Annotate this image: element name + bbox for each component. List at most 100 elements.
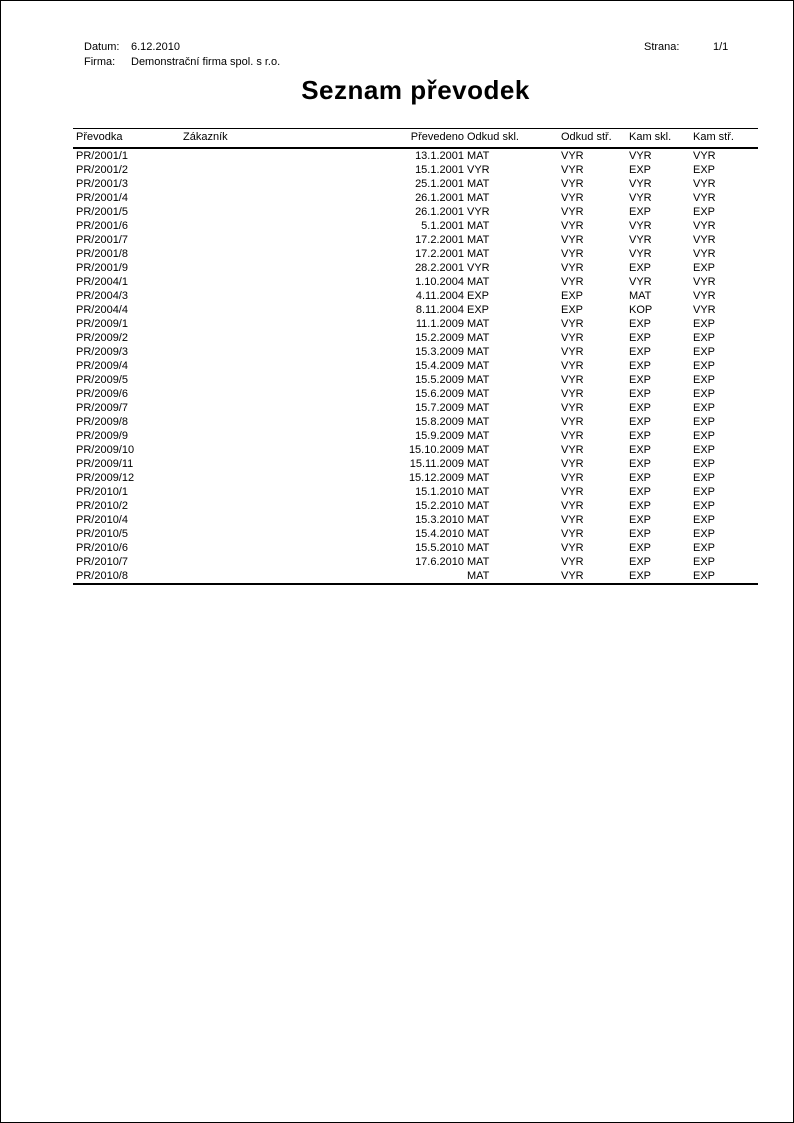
cell-prevodka: PR/2001/2 xyxy=(76,164,128,176)
cell-kam-skl: EXP xyxy=(629,514,652,526)
table-row: PR/2009/1 11.1.2009 MAT VYR EXP EXP xyxy=(73,317,758,331)
cell-prevodka: PR/2010/8 xyxy=(73,569,183,585)
cell-prevedeno xyxy=(406,569,464,585)
datum-value: 6.12.2010 xyxy=(131,41,180,53)
cell-prevedeno: 17.2.2001 xyxy=(415,234,464,246)
cell-prevodka: PR/2009/7 xyxy=(76,402,128,414)
cell-kam-str: VYR xyxy=(693,276,716,288)
cell-kam-skl: VYR xyxy=(629,150,652,162)
cell-kam-str: EXP xyxy=(693,346,716,358)
cell-kam-skl: EXP xyxy=(629,416,652,428)
table-header-row: Převodka Zákazník Převedeno Odkud skl. O… xyxy=(73,128,758,149)
cell-prevedeno: 5.1.2001 xyxy=(421,220,464,232)
cell-zakaznik xyxy=(183,569,406,585)
table-row: PR/2010/4 15.3.2010 MAT VYR EXP EXP xyxy=(73,513,758,527)
cell-kam-str: VYR xyxy=(693,220,716,232)
cell-prevodka: PR/2009/2 xyxy=(76,332,128,344)
cell-odkud-str: VYR xyxy=(561,528,584,540)
cell-odkud-skl: MAT xyxy=(467,276,490,288)
cell-kam-skl: EXP xyxy=(629,402,652,414)
cell-odkud-skl: MAT xyxy=(467,220,490,232)
cell-kam-str: EXP xyxy=(693,416,716,428)
cell-zakaznik xyxy=(183,275,406,289)
table-row: PR/2004/4 8.11.2004 EXP EXP KOP VYR xyxy=(73,303,758,317)
table-row: PR/2009/3 15.3.2009 MAT VYR EXP EXP xyxy=(73,345,758,359)
cell-odkud-str: VYR xyxy=(561,458,584,470)
cell-odkud-str: VYR xyxy=(561,500,584,512)
cell-kam-str: VYR xyxy=(693,150,716,162)
cell-prevedeno: 15.3.2009 xyxy=(415,346,464,358)
cell-kam-skl: EXP xyxy=(629,318,652,330)
table-row: PR/2009/11 15.11.2009 MAT VYR EXP EXP xyxy=(73,457,758,471)
cell-odkud-skl: MAT xyxy=(467,318,490,330)
cell-prevedeno: 15.2.2010 xyxy=(415,500,464,512)
cell-prevedeno: 15.12.2009 xyxy=(408,472,464,484)
cell-odkud-str: VYR xyxy=(561,178,584,190)
cell-prevedeno: 15.3.2010 xyxy=(415,514,464,526)
cell-prevodka: PR/2009/5 xyxy=(76,374,128,386)
cell-zakaznik xyxy=(183,429,406,443)
table-row: PR/2009/5 15.5.2009 MAT VYR EXP EXP xyxy=(73,373,758,387)
cell-odkud-str: EXP xyxy=(561,304,584,316)
cell-kam-skl: EXP xyxy=(629,528,652,540)
cell-kam-skl: VYR xyxy=(629,192,652,204)
cell-odkud-str: VYR xyxy=(561,430,584,442)
cell-odkud-skl: EXP xyxy=(467,304,490,316)
cell-odkud-str: VYR xyxy=(561,360,584,372)
page-number-block: Strana: 1/1 xyxy=(644,40,728,55)
cell-kam-str: EXP xyxy=(693,444,716,456)
cell-odkud-skl: MAT xyxy=(467,150,490,162)
cell-prevodka: PR/2001/4 xyxy=(76,192,128,204)
cell-prevodka: PR/2001/5 xyxy=(76,206,128,218)
cell-kam-skl: EXP xyxy=(629,500,652,512)
cell-zakaznik xyxy=(183,373,406,387)
cell-prevodka: PR/2010/5 xyxy=(76,528,128,540)
table-row: PR/2001/5 26.1.2001 VYR VYR EXP EXP xyxy=(73,205,758,219)
col-header-prevodka: Převodka xyxy=(73,128,183,149)
cell-odkud-skl: MAT xyxy=(467,374,490,386)
table-row: PR/2010/7 17.6.2010 MAT VYR EXP EXP xyxy=(73,555,758,569)
cell-kam-skl: EXP xyxy=(629,374,652,386)
cell-kam-skl: EXP xyxy=(629,472,652,484)
col-header-zakaznik: Zákazník xyxy=(183,128,406,149)
cell-prevedeno: 13.1.2001 xyxy=(415,150,464,162)
cell-zakaznik xyxy=(183,499,406,513)
table-row: PR/2010/1 15.1.2010 MAT VYR EXP EXP xyxy=(73,485,758,499)
cell-zakaznik xyxy=(183,219,406,233)
table-body: PR/2001/1 13.1.2001 MAT VYR VYR VYR PR/2001/2 1… xyxy=(73,148,758,585)
cell-prevodka: PR/2001/9 xyxy=(76,262,128,274)
transfers-table: Převodka Zákazník Převedeno Odkud skl. O… xyxy=(73,128,758,585)
table-row: PR/2001/6 5.1.2001 MAT VYR VYR VYR xyxy=(73,219,758,233)
cell-odkud-skl: MAT xyxy=(467,542,490,554)
cell-odkud-str: VYR xyxy=(561,164,584,176)
cell-zakaznik xyxy=(183,163,406,177)
cell-odkud-str: VYR xyxy=(561,150,584,162)
cell-odkud-str: VYR xyxy=(561,332,584,344)
col-header-odkud-str: Odkud stř. xyxy=(561,128,629,149)
cell-prevedeno: 15.7.2009 xyxy=(415,402,464,414)
cell-odkud-skl: VYR xyxy=(467,206,490,218)
cell-kam-str: EXP xyxy=(693,164,716,176)
cell-zakaznik xyxy=(183,247,406,261)
cell-prevedeno: 15.2.2009 xyxy=(415,332,464,344)
table-row: PR/2009/10 15.10.2009 MAT VYR EXP EXP xyxy=(73,443,758,457)
cell-prevedeno: 11.1.2009 xyxy=(415,318,464,330)
cell-kam-str: EXP xyxy=(693,486,716,498)
cell-kam-str: VYR xyxy=(693,290,716,302)
cell-odkud-str: EXP xyxy=(561,290,584,302)
cell-kam-str: EXP xyxy=(693,542,716,554)
cell-zakaznik xyxy=(183,331,406,345)
cell-odkud-str: VYR xyxy=(561,248,584,260)
cell-odkud-skl: MAT xyxy=(467,346,490,358)
cell-zakaznik xyxy=(183,177,406,191)
cell-prevodka: PR/2009/12 xyxy=(76,472,135,484)
cell-prevodka: PR/2009/3 xyxy=(76,346,128,358)
table-row: PR/2001/4 26.1.2001 MAT VYR VYR VYR xyxy=(73,191,758,205)
cell-prevedeno: 15.4.2009 xyxy=(415,360,464,372)
table-row: PR/2010/6 15.5.2010 MAT VYR EXP EXP xyxy=(73,541,758,555)
col-header-odkud-skl: Odkud skl. xyxy=(464,128,561,149)
cell-kam-skl: EXP xyxy=(629,556,652,568)
cell-kam-skl: EXP xyxy=(629,569,693,585)
cell-odkud-str: VYR xyxy=(561,472,584,484)
col-header-kam-str: Kam stř. xyxy=(693,128,758,149)
